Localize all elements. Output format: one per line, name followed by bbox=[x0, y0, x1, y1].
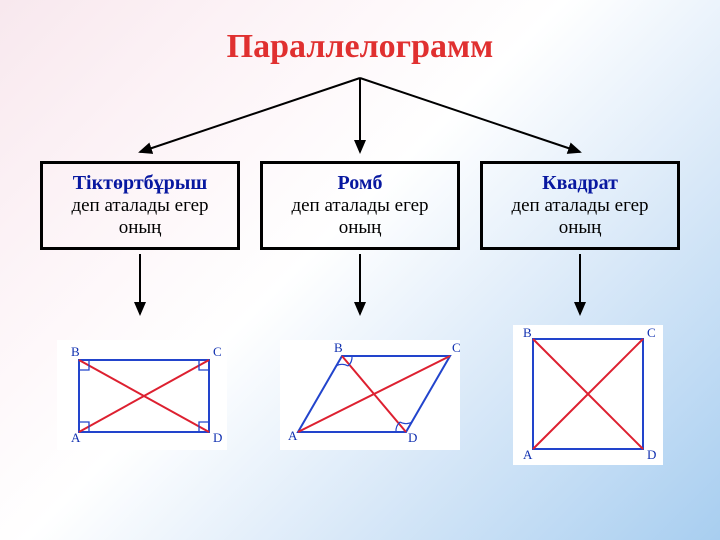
box-rectangle-sub1: деп аталады егер bbox=[49, 195, 231, 217]
figure-rectangle: A B C D bbox=[57, 340, 227, 450]
top-arrow-fork bbox=[0, 76, 720, 156]
mid-arrows bbox=[0, 250, 720, 320]
rhombus-svg: A B C D bbox=[280, 340, 460, 450]
svg-text:C: C bbox=[647, 325, 656, 340]
square-svg: A B C D bbox=[513, 325, 663, 465]
title-text: Параллелограмм bbox=[227, 28, 494, 65]
svg-text:D: D bbox=[213, 430, 222, 445]
svg-text:C: C bbox=[452, 340, 460, 355]
box-rectangle-sub2: оның bbox=[49, 217, 231, 239]
figure-square: A B C D bbox=[513, 325, 663, 465]
figures-row: A B C D A B C D A B C bbox=[0, 325, 720, 465]
box-rectangle: Тіктөртбұрыш деп аталады егер оның bbox=[40, 161, 240, 250]
svg-text:A: A bbox=[288, 428, 298, 443]
rectangle-svg: A B C D bbox=[57, 340, 227, 450]
svg-text:B: B bbox=[523, 325, 532, 340]
box-rhombus: Ромб деп аталады егер оның bbox=[260, 161, 460, 250]
svg-text:A: A bbox=[71, 430, 81, 445]
box-square: Квадрат деп аталады егер оның bbox=[480, 161, 680, 250]
svg-text:D: D bbox=[647, 447, 656, 462]
box-square-head: Квадрат bbox=[489, 172, 671, 195]
box-rhombus-sub2: оның bbox=[269, 217, 451, 239]
page-title: Параллелограмм bbox=[0, 0, 720, 76]
box-square-sub1: деп аталады егер bbox=[489, 195, 671, 217]
box-rectangle-head: Тіктөртбұрыш bbox=[49, 172, 231, 195]
svg-text:B: B bbox=[71, 344, 80, 359]
box-rhombus-sub1: деп аталады егер bbox=[269, 195, 451, 217]
svg-text:B: B bbox=[334, 340, 343, 355]
svg-text:A: A bbox=[523, 447, 533, 462]
box-rhombus-head: Ромб bbox=[269, 172, 451, 195]
svg-text:D: D bbox=[408, 430, 417, 445]
box-square-sub2: оның bbox=[489, 217, 671, 239]
definition-boxes-row: Тіктөртбұрыш деп аталады егер оның Ромб … bbox=[0, 161, 720, 250]
figure-rhombus: A B C D bbox=[280, 340, 460, 450]
svg-text:C: C bbox=[213, 344, 222, 359]
